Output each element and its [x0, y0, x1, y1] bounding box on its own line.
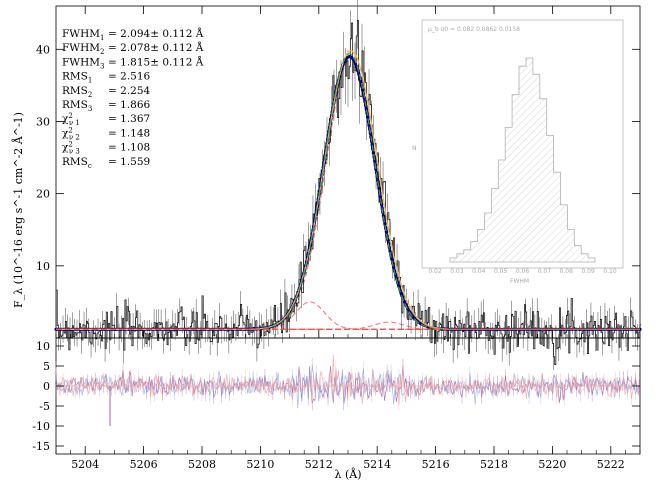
- x-tick-label: 5214: [363, 458, 391, 471]
- y-axis-label: F_λ (10^-16 erg s^-1 cm^-2 Å^-1): [11, 112, 25, 308]
- fit-stat-label: χ2 ν 1: [62, 112, 80, 127]
- resid-y-tick-label: -10: [32, 420, 50, 433]
- residual-plot: [55, 354, 640, 426]
- y-tick-label: 10: [36, 260, 50, 273]
- resid-y-tick-label: -5: [39, 400, 50, 413]
- resid-y-tick-label: 0: [43, 380, 50, 393]
- fit-stat-value: = 1.367: [108, 113, 150, 125]
- x-tick-label: 5208: [188, 458, 216, 471]
- fit-stat-value: = 1.559: [108, 156, 150, 168]
- fit-stat-value: = 1.108: [108, 142, 150, 154]
- fit-stat-value: = 2.078± 0.112 Å: [108, 40, 204, 54]
- inset-histogram: μ_b σ0 = 0.082 0.0862 0.0158 N FWHM 0.02…: [412, 19, 624, 285]
- x-tick-label: 5222: [597, 458, 625, 471]
- x-tick-label: 5206: [130, 458, 158, 471]
- residual-series: [55, 354, 640, 405]
- fit-statistics: FWHM1 = 2.094± 0.112 Å FWHM2 = 2.078± 0.112…: [62, 26, 204, 170]
- fit-stat-label: RMS2: [62, 85, 92, 99]
- x-tick-label: 5210: [246, 458, 274, 471]
- y-tick-label: 40: [36, 43, 50, 56]
- inset-x-tick-label: 0.07: [538, 268, 552, 275]
- x-tick-label: 5216: [422, 458, 450, 471]
- x-tick-label: 5218: [480, 458, 508, 471]
- x-tick-label: 5204: [71, 458, 99, 471]
- inset-x-tick-label: 0.03: [450, 268, 464, 275]
- observed-spectrum: [56, 20, 642, 365]
- fit-stat-value: = 2.254: [108, 85, 151, 97]
- fit-stat-value: = 1.866: [108, 99, 151, 111]
- inset-x-tick-label: 0.10: [603, 268, 617, 275]
- inset-xlabel: FWHM: [510, 278, 529, 285]
- inset-ylabel: N: [412, 145, 417, 152]
- fit-stat-value: = 1.815± 0.112 Å: [108, 54, 204, 68]
- x-tick-label: 5220: [538, 458, 566, 471]
- fit-stat-label: χ2 ν 3: [62, 141, 80, 156]
- y-tick-label: 20: [36, 188, 50, 201]
- x-axis-label: λ (Å): [335, 467, 362, 481]
- inset-histogram-bars: [449, 57, 596, 263]
- inset-x-tick-label: 0.05: [494, 268, 508, 275]
- inset-x-tick-label: 0.06: [516, 268, 530, 275]
- inset-x-tick-label: 0.04: [472, 268, 486, 275]
- component-curve: [56, 301, 640, 330]
- fit-stat-label: FWHM1: [62, 28, 104, 42]
- y-tick-label: 30: [36, 115, 50, 128]
- x-tick-label: 5212: [305, 458, 333, 471]
- main-plot: [54, 0, 642, 371]
- fit-stat-label: FWHM3: [62, 56, 104, 70]
- fit-stat-label: RMS1: [62, 71, 92, 85]
- resid-y-tick-label: 5: [43, 360, 50, 373]
- fit-stat-label: RMS3: [62, 99, 92, 113]
- axes: 5204 5206 5208 5210 5212 5214 5216 5218 5220 5222…: [32, 6, 641, 471]
- resid-y-tick-label: 10: [36, 340, 50, 353]
- fit-stat-label: FWHM2: [62, 42, 104, 56]
- resid-y-tick-label: -15: [32, 440, 50, 453]
- fit-stat-label: χ2 ν 2: [62, 126, 80, 141]
- fit-stat-value: = 1.148: [108, 127, 150, 139]
- inset-x-tick-label: 0.09: [581, 268, 595, 275]
- fit-stat-label: RMSc: [62, 156, 92, 170]
- fit-stat-value: = 2.094± 0.112 Å: [108, 26, 204, 40]
- fit-stat-value: = 2.516: [108, 71, 151, 83]
- inset-x-tick-label: 0.08: [560, 268, 574, 275]
- inset-x-tick-label: 0.02: [428, 268, 442, 275]
- inset-title: μ_b σ0 = 0.082 0.0862 0.0158: [428, 26, 520, 33]
